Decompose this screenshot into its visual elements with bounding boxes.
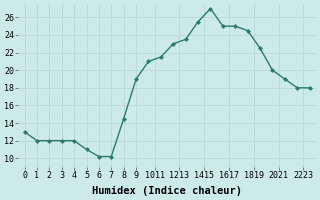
X-axis label: Humidex (Indice chaleur): Humidex (Indice chaleur)	[92, 186, 242, 196]
